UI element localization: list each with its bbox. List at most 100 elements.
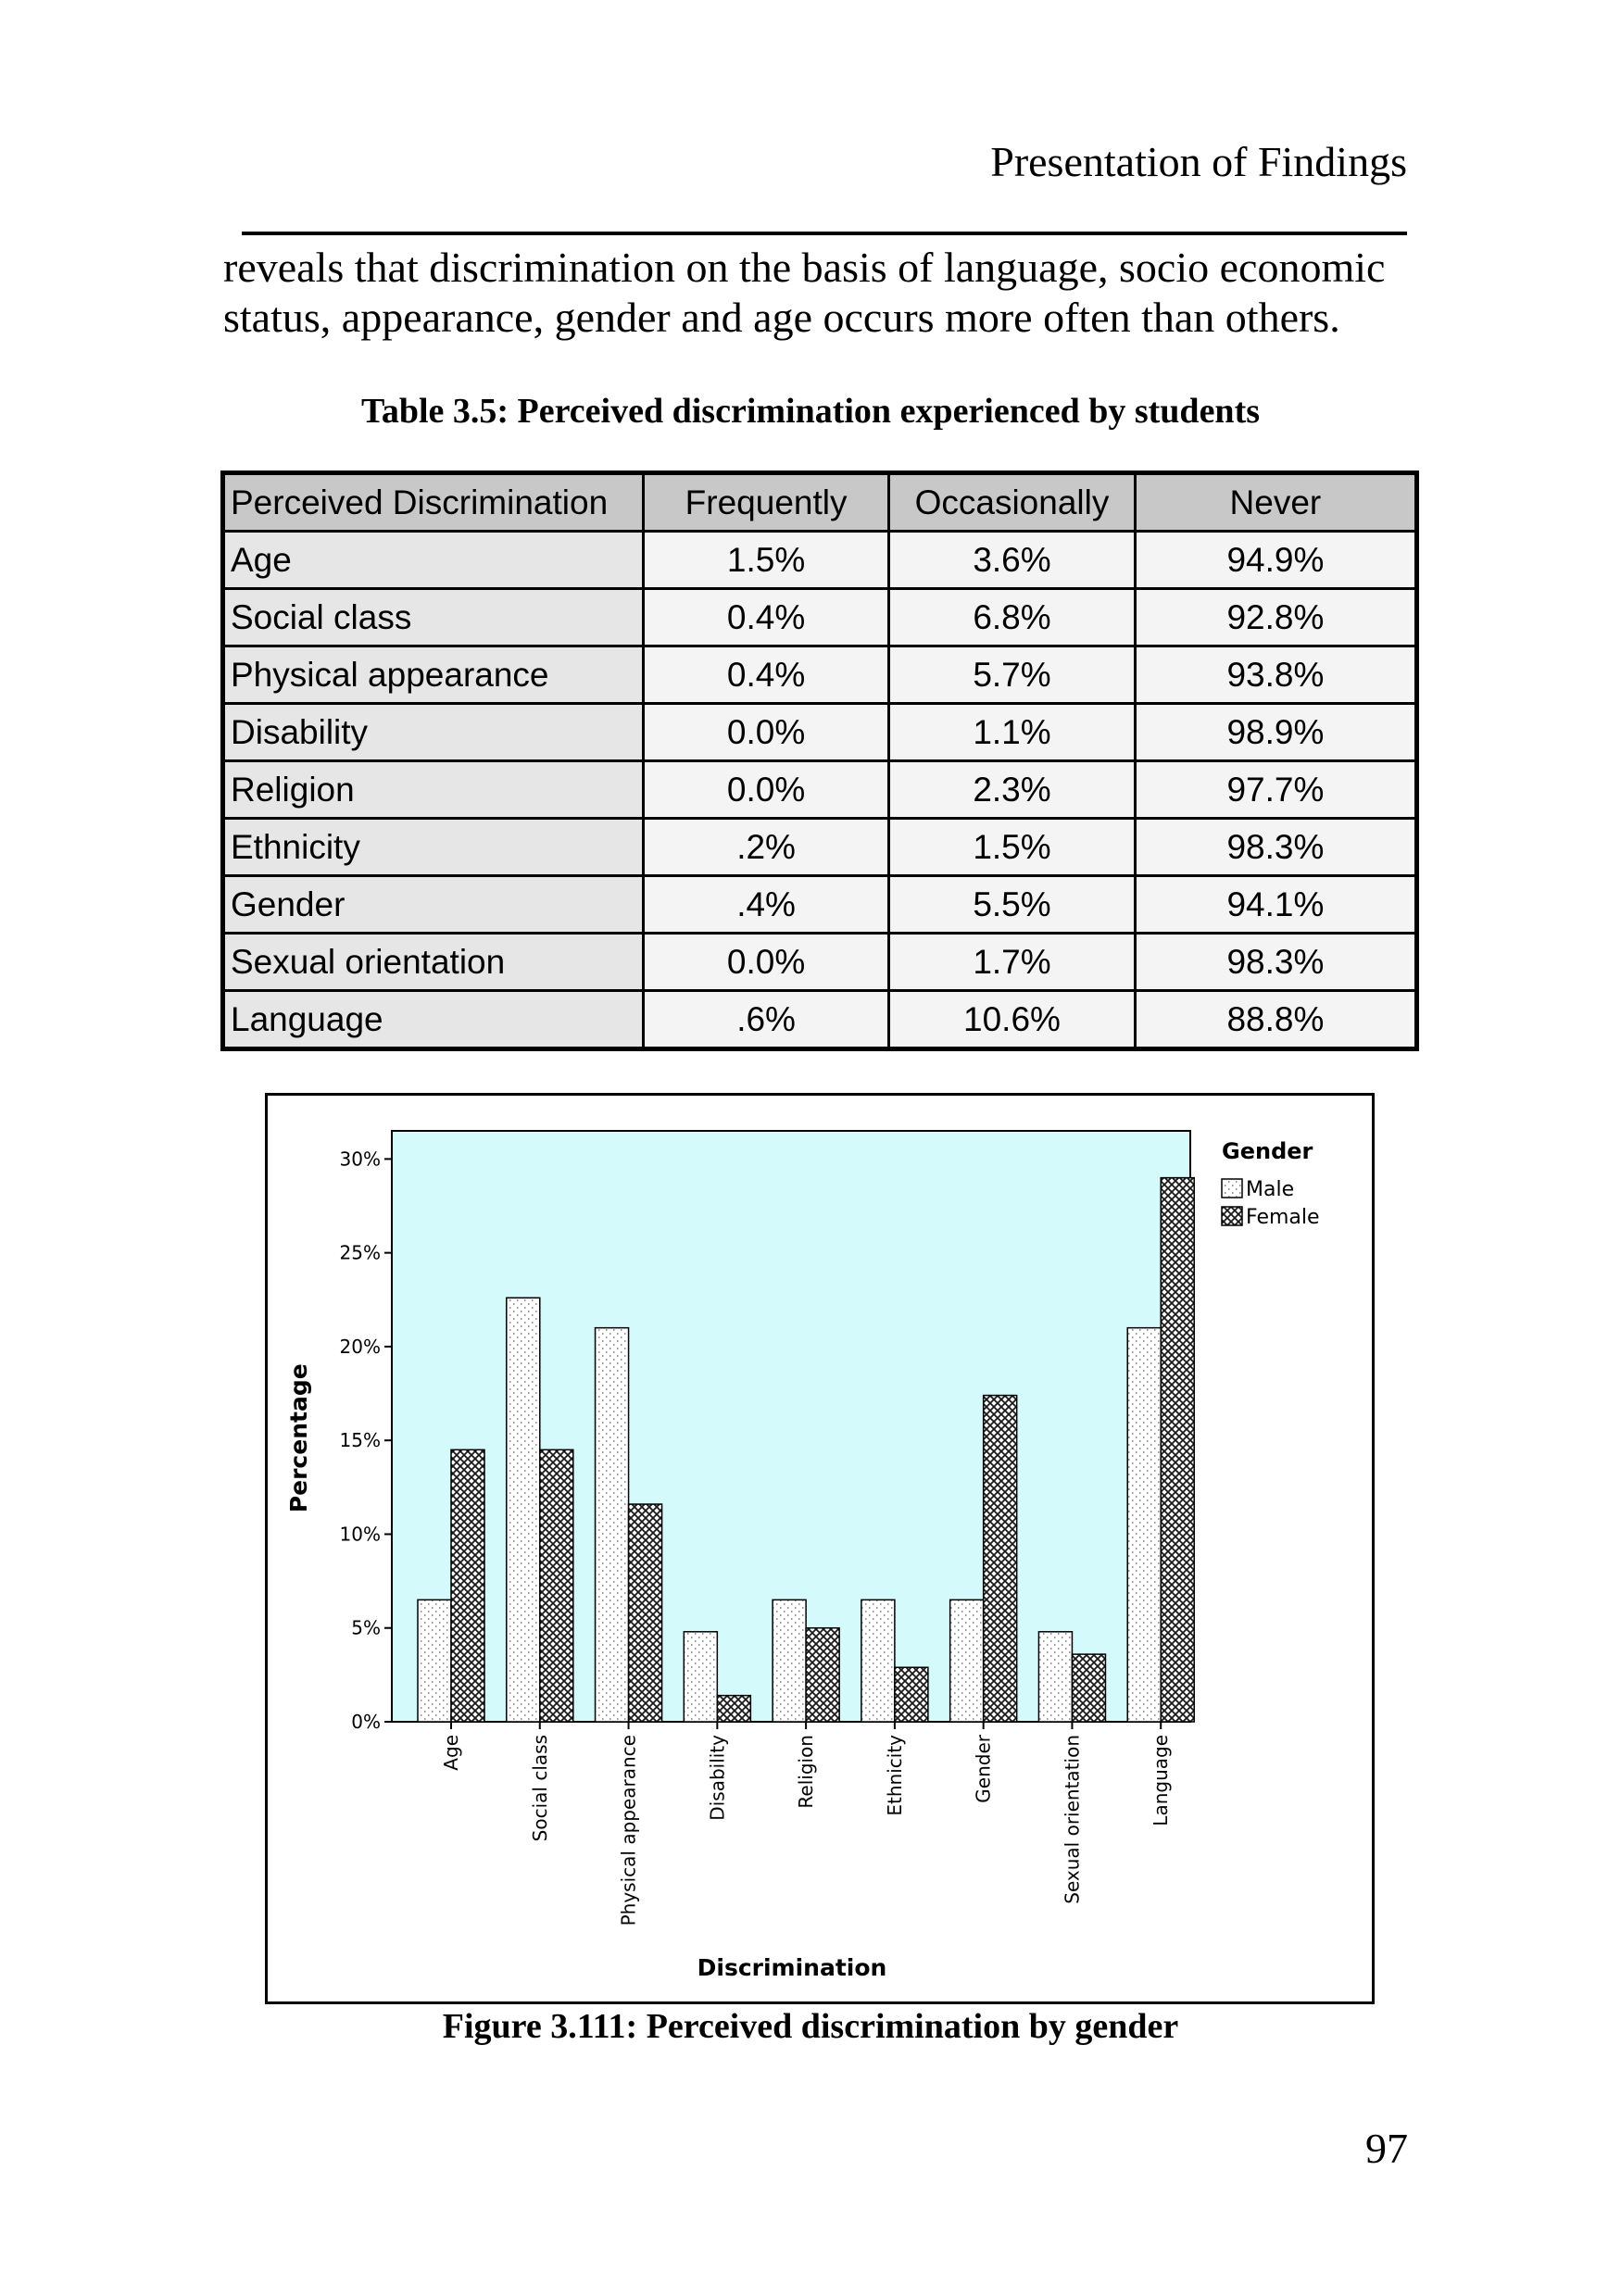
table-cell: 1.7%: [887, 932, 1137, 992]
row-label: Ethnicity: [221, 817, 645, 877]
bar-female: [805, 1626, 840, 1723]
body-paragraph: reveals that discrimination on the basis…: [223, 244, 1386, 341]
x-tick-label: Religion: [795, 1735, 817, 1809]
table-cell: 97.7%: [1133, 759, 1419, 820]
table-cell: 0.0%: [641, 759, 891, 820]
table-row: Sexual orientation 0.0% 1.7% 98.3%: [221, 932, 1419, 992]
x-tick-label: Ethnicity: [884, 1735, 906, 1816]
table-row: Age 1.5% 3.6% 94.9%: [221, 530, 1419, 590]
bar-male: [1126, 1326, 1162, 1723]
table-cell: 94.9%: [1133, 530, 1419, 590]
x-tick-label: Sexual orientation: [1061, 1735, 1083, 1904]
table-cell: 98.3%: [1133, 817, 1419, 877]
x-tick-label: Disability: [706, 1735, 728, 1821]
legend-swatch-female: [1221, 1206, 1243, 1226]
bar-male: [683, 1631, 719, 1723]
x-tick-label: Age: [440, 1735, 462, 1771]
legend-label: Male: [1246, 1178, 1294, 1201]
table-cell: 98.9%: [1133, 702, 1419, 762]
table-cell: 0.0%: [641, 702, 891, 762]
table-cell: 0.4%: [641, 645, 891, 705]
figure-caption: Figure 3.111: Perceived discrimination b…: [442, 2007, 1179, 2046]
x-tick-label: Language: [1150, 1735, 1172, 1826]
row-label: Disability: [221, 702, 645, 762]
y-tick-label: 25%: [340, 1242, 381, 1264]
table-cell: 10.6%: [887, 989, 1137, 1050]
y-tick-label: 30%: [340, 1148, 381, 1170]
table-row: Language .6% 10.6% 88.8%: [221, 989, 1419, 1050]
x-tick-label: Social class: [529, 1735, 551, 1841]
row-label: Physical appearance: [221, 645, 645, 705]
row-label: Gender: [221, 874, 645, 935]
table-cell: .4%: [641, 874, 891, 935]
legend-swatch-male: [1221, 1178, 1243, 1198]
figure-frame: 0% 5% 10% 15% 20% 25% 30% Percentage Discriminat…: [265, 1093, 1375, 2004]
table-cell: 1.5%: [887, 817, 1137, 877]
y-axis-label: Percentage: [285, 1363, 312, 1512]
table-cell: 0.0%: [641, 932, 891, 992]
bar-male: [417, 1599, 452, 1723]
bar-female: [450, 1449, 485, 1723]
y-tick-label: 0%: [351, 1711, 381, 1733]
column-header: Frequently: [641, 471, 891, 533]
table-cell: 6.8%: [887, 587, 1137, 647]
table-row: Disability 0.0% 1.1% 98.9%: [221, 702, 1419, 762]
column-header: Never: [1133, 471, 1419, 533]
column-header: Occasionally: [887, 471, 1137, 533]
table-cell: 98.3%: [1133, 932, 1419, 992]
table-cell: 5.5%: [887, 874, 1137, 935]
page-number: 97: [1365, 2125, 1408, 2172]
bar-chart: 0% 5% 10% 15% 20% 25% 30% Percentage Discriminat…: [285, 1130, 1320, 1981]
table-row: Social class 0.4% 6.8% 92.8%: [221, 587, 1419, 647]
row-label: Sexual orientation: [221, 932, 645, 992]
table-cell: 88.8%: [1133, 989, 1419, 1050]
bar-male: [506, 1297, 541, 1723]
table-cell: 1.5%: [641, 530, 891, 590]
y-tick-label: 10%: [340, 1523, 381, 1545]
running-head: Presentation of Findings: [990, 138, 1407, 185]
table-caption: Table 3.5: Perceived discrimination expe…: [360, 392, 1261, 431]
table-row: Ethnicity .2% 1.5% 98.3%: [221, 817, 1419, 877]
legend-label: Female: [1246, 1206, 1320, 1229]
column-header: Perceived Discrimination: [221, 471, 645, 533]
bar-female: [894, 1666, 929, 1723]
table-cell: 3.6%: [887, 530, 1137, 590]
bar-female: [539, 1449, 574, 1723]
bar-female: [982, 1394, 1018, 1723]
bar-male: [772, 1599, 807, 1723]
table-cell: .2%: [641, 817, 891, 877]
table-cell: 1.1%: [887, 702, 1137, 762]
legend-title: Gender: [1222, 1138, 1313, 1164]
table-cell: 2.3%: [887, 759, 1137, 820]
bar-male: [1037, 1631, 1074, 1723]
table-row: Gender .4% 5.5% 94.1%: [221, 874, 1419, 935]
row-label: Social class: [221, 587, 645, 647]
bar-female: [1071, 1653, 1107, 1723]
bar-female: [627, 1503, 663, 1723]
table-cell: 5.7%: [887, 645, 1137, 705]
table-cell: 0.4%: [641, 587, 891, 647]
row-label: Language: [221, 989, 645, 1050]
table-row: Physical appearance 0.4% 5.7% 93.8%: [221, 645, 1419, 705]
table-row: Religion 0.0% 2.3% 97.7%: [221, 759, 1419, 820]
bar-male: [861, 1599, 896, 1723]
row-label: Age: [221, 530, 645, 590]
table-cell: 94.1%: [1133, 874, 1419, 935]
y-tick-label: 5%: [351, 1617, 381, 1639]
table-cell: 93.8%: [1133, 645, 1419, 705]
x-axis-label: Discrimination: [697, 1954, 887, 1981]
y-tick-label: 15%: [340, 1429, 381, 1451]
bar-male: [949, 1599, 985, 1723]
x-tick-label: Physical appearance: [618, 1735, 640, 1926]
table-header-row: Perceived Discrimination Frequently Occa…: [221, 471, 1419, 533]
header-rule: [242, 232, 1407, 235]
table-cell: 92.8%: [1133, 587, 1419, 647]
bar-female: [716, 1694, 752, 1723]
bar-male: [594, 1326, 630, 1723]
y-tick-label: 20%: [340, 1336, 381, 1358]
table-cell: .6%: [641, 989, 891, 1050]
discrimination-table: Perceived Discrimination Frequently Occa…: [220, 470, 1419, 1051]
x-tick-label: Gender: [973, 1734, 995, 1802]
bar-female: [1160, 1176, 1195, 1723]
row-label: Religion: [221, 759, 645, 820]
